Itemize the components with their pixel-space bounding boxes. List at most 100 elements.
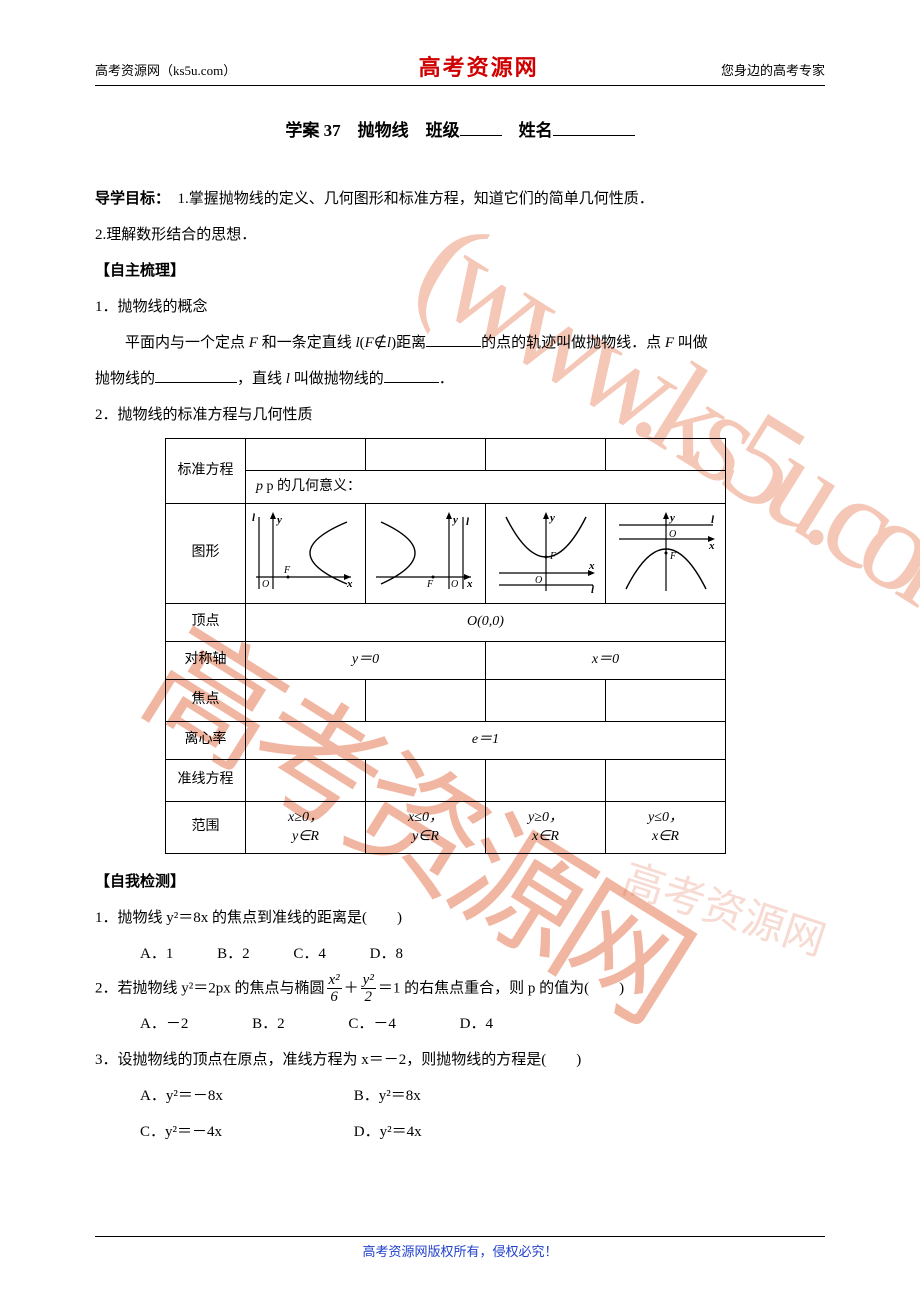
learning-goals: 导学目标： 1.掌握抛物线的定义、几何图形和标准方程，知道它们的简单几何性质． — [95, 181, 825, 217]
row-label-equation: 标准方程 — [166, 439, 246, 504]
q3-option-b[interactable]: B．y²＝8x — [354, 1078, 421, 1114]
t1: 平面内与一个定点 — [125, 335, 249, 351]
row-p-meaning: p p 的几何意义： — [246, 471, 726, 504]
q3-options-row2: C．y²＝－4x D．y²＝4x — [140, 1114, 825, 1150]
goals-text: 1.掌握抛物线的定义、几何图形和标准方程，知道它们的简单几何性质． — [163, 191, 654, 207]
parabola-properties-table: 标准方程 p p 的几何意义： 图形 l — [165, 438, 726, 854]
svg-text:O: O — [451, 579, 458, 590]
cell-empty — [366, 679, 486, 721]
svg-text:O: O — [262, 579, 269, 590]
cell-empty — [486, 679, 606, 721]
table-row: 对称轴 y＝0 x＝0 — [166, 641, 726, 679]
title-prefix: 学案 37 抛物线 班级 — [285, 121, 459, 140]
q3-text: 3．设抛物线的顶点在原点，准线方程为 x＝－2，则抛物线的方程是( ) — [95, 1052, 581, 1068]
svg-text:x: x — [588, 560, 595, 572]
svg-text:x: x — [708, 540, 715, 552]
table-row: 图形 l y O F x — [166, 503, 726, 603]
q1-option-a[interactable]: A．1 — [140, 936, 173, 972]
goals-label: 导学目标： — [95, 191, 163, 207]
svg-text:O: O — [535, 575, 542, 586]
q2-options: A．－2 B．2 C．－4 D．4 — [140, 1006, 825, 1042]
table-row: 焦点 — [166, 679, 726, 721]
cell-empty — [246, 759, 366, 801]
footer-text: 高考资源网版权所有，侵权必究！ — [362, 1244, 557, 1259]
q3-option-c[interactable]: C．y²＝－4x — [140, 1114, 310, 1150]
concept-body: 平面内与一个定点 F 和一条定直线 l(F∉l)距离的点的轨迹叫做抛物线．点 F… — [95, 325, 825, 361]
svg-text:F: F — [283, 565, 291, 576]
footer-divider — [95, 1236, 825, 1237]
cell-range2: x≤0，y∈R — [366, 801, 486, 853]
cell-axis-y0: y＝0 — [246, 641, 486, 679]
t3: 距离 — [396, 335, 426, 351]
goals-line2: 2.理解数形结合的思想． — [95, 217, 825, 253]
cell-empty — [366, 759, 486, 801]
section-self-test: 【自我检测】 — [95, 864, 825, 900]
t7: ，直线 — [237, 371, 286, 387]
page-footer: 高考资源网版权所有，侵权必究！ — [0, 1236, 920, 1260]
concept-body2: 抛物线的，直线 l 叫做抛物线的． — [95, 361, 825, 397]
svg-text:l: l — [591, 584, 595, 596]
cell-empty — [366, 439, 486, 471]
svg-text:y: y — [451, 514, 458, 526]
q2-text-b: ＝1 的右焦点重合，则 p 的值为( ) — [378, 980, 624, 996]
table-heading: 2．抛物线的标准方程与几何性质 — [95, 397, 825, 433]
graph-down: l x y O F — [606, 503, 726, 603]
q1-option-c[interactable]: C．4 — [293, 936, 326, 972]
row-label-graph: 图形 — [166, 503, 246, 603]
blank-distance[interactable] — [426, 332, 481, 347]
header-right: 您身边的高考专家 — [721, 60, 825, 79]
q2-option-b[interactable]: B．2 — [252, 1006, 285, 1042]
cell-axis-x0: x＝0 — [486, 641, 726, 679]
table-row: 离心率 e＝1 — [166, 721, 726, 759]
blank-class[interactable] — [460, 119, 502, 136]
row-label-vertex: 顶点 — [166, 603, 246, 641]
q3-options-row1: A．y²＝－8x B．y²＝8x — [140, 1078, 825, 1114]
fraction-x2-6: x²6 — [327, 972, 342, 1006]
svg-text:O: O — [669, 529, 676, 540]
cell-range4: y≤0，x∈R — [606, 801, 726, 853]
cell-range1: x≥0，y∈R — [246, 801, 366, 853]
blank-focus[interactable] — [155, 368, 237, 383]
q3-option-d[interactable]: D．y²＝4x — [354, 1114, 422, 1150]
concept-heading: 1．抛物线的概念 — [95, 289, 825, 325]
cell-vertex: O(0,0) — [246, 603, 726, 641]
cell-empty — [606, 439, 726, 471]
cell-empty — [606, 759, 726, 801]
q1-options: A．1 B．2 C．4 D．8 — [140, 936, 825, 972]
table-row: 准线方程 — [166, 759, 726, 801]
svg-text:l: l — [252, 512, 256, 524]
header-center-brand: 高考资源网 — [419, 50, 539, 82]
t5: 叫做 — [674, 335, 708, 351]
q1-option-d[interactable]: D．8 — [370, 936, 403, 972]
page-container: 高考资源网（ks5u.com） 高考资源网 您身边的高考专家 学案 37 抛物线… — [0, 0, 920, 1190]
question-1: 1．抛物线 y²＝8x 的焦点到准线的距离是( ) — [95, 900, 825, 936]
blank-directrix[interactable] — [384, 368, 439, 383]
title-mid: 姓名 — [502, 121, 553, 140]
q2-option-d[interactable]: D．4 — [460, 1006, 493, 1042]
row-label-axis: 对称轴 — [166, 641, 246, 679]
row-label-directrix: 准线方程 — [166, 759, 246, 801]
document-title: 学案 37 抛物线 班级 姓名 — [95, 116, 825, 141]
question-2: 2．若抛物线 y²＝2px 的焦点与椭圆x²6＋y²2＝1 的右焦点重合，则 p… — [95, 972, 825, 1006]
question-3: 3．设抛物线的顶点在原点，准线方程为 x＝－2，则抛物线的方程是( ) — [95, 1042, 825, 1078]
row-label-eccentricity: 离心率 — [166, 721, 246, 759]
q2-option-c[interactable]: C．－4 — [348, 1006, 396, 1042]
q1-option-b[interactable]: B．2 — [217, 936, 250, 972]
t4: 的点的轨迹叫做抛物线．点 — [481, 335, 665, 351]
table-row: 范围 x≥0，y∈R x≤0，y∈R y≥0，x∈R y≤0，x∈R — [166, 801, 726, 853]
blank-name[interactable] — [553, 119, 635, 136]
svg-text:F: F — [426, 579, 434, 590]
header-left: 高考资源网（ks5u.com） — [95, 60, 236, 79]
svg-text:y: y — [668, 512, 675, 524]
cell-eccentricity: e＝1 — [246, 721, 726, 759]
svg-text:l: l — [466, 516, 470, 528]
svg-text:l: l — [711, 514, 715, 526]
graph-up: l x y O F — [486, 503, 606, 603]
page-header: 高考资源网（ks5u.com） 高考资源网 您身边的高考专家 — [95, 50, 825, 86]
q3-option-a[interactable]: A．y²＝－8x — [140, 1078, 310, 1114]
svg-text:F: F — [669, 551, 677, 562]
svg-text:y: y — [548, 512, 555, 524]
q2-option-a[interactable]: A．－2 — [140, 1006, 188, 1042]
table-row: p p 的几何意义： — [166, 471, 726, 504]
q1-text: 1．抛物线 y²＝8x 的焦点到准线的距离是( ) — [95, 910, 402, 926]
